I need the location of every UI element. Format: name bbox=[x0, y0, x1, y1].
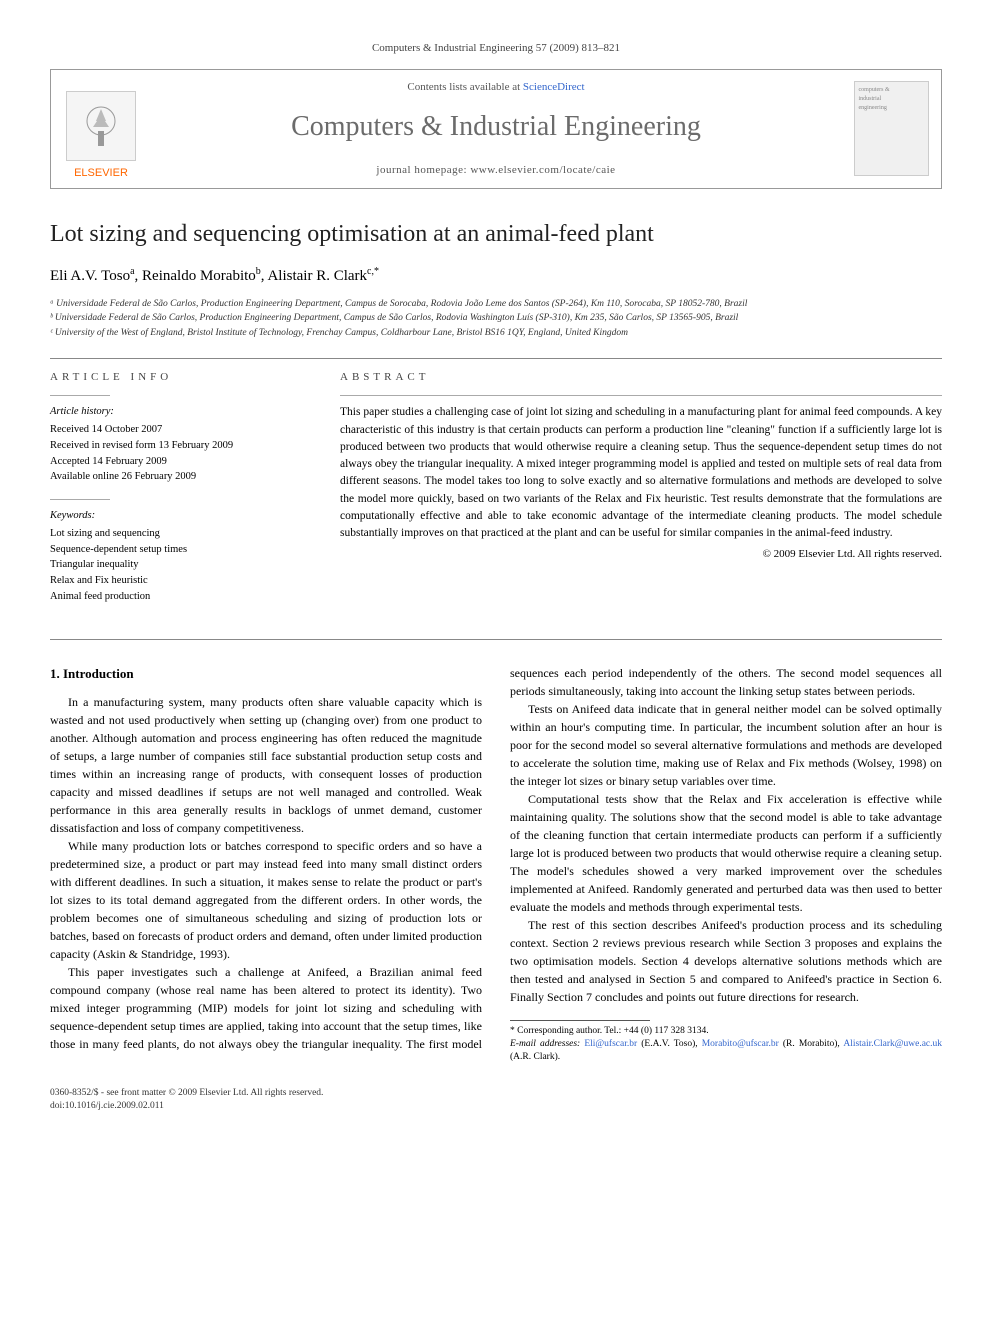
footnote-block: * Corresponding author. Tel.: +44 (0) 11… bbox=[510, 1020, 942, 1065]
divider bbox=[50, 358, 942, 359]
author-3-aff: c,* bbox=[367, 266, 379, 277]
issn-line: 0360-8352/$ - see front matter © 2009 El… bbox=[50, 1087, 942, 1100]
email-link-2[interactable]: Morabito@ufscar.br bbox=[702, 1039, 779, 1049]
corresponding-author: * Corresponding author. Tel.: +44 (0) 11… bbox=[510, 1025, 942, 1038]
keyword-5: Animal feed production bbox=[50, 589, 310, 605]
keyword-4: Relax and Fix heuristic bbox=[50, 573, 310, 589]
contents-line: Contents lists available at ScienceDirec… bbox=[407, 79, 584, 96]
author-1: Eli A.V. Toso bbox=[50, 268, 130, 284]
history-revised: Received in revised form 13 February 200… bbox=[50, 438, 310, 454]
affiliation-a: ᵃ Universidade Federal de São Carlos, Pr… bbox=[50, 297, 942, 311]
keyword-1: Lot sizing and sequencing bbox=[50, 526, 310, 542]
history-online: Available online 26 February 2009 bbox=[50, 469, 310, 485]
keywords-label: Keywords: bbox=[50, 508, 310, 524]
affiliation-c: ᶜ University of the West of England, Bri… bbox=[50, 326, 942, 340]
para-5: Computational tests show that the Relax … bbox=[510, 790, 942, 916]
affiliations: ᵃ Universidade Federal de São Carlos, Pr… bbox=[50, 297, 942, 340]
keyword-2: Sequence-dependent setup times bbox=[50, 542, 310, 558]
keyword-3: Triangular inequality bbox=[50, 557, 310, 573]
footer-meta: 0360-8352/$ - see front matter © 2009 El… bbox=[50, 1087, 942, 1114]
para-2: While many production lots or batches co… bbox=[50, 837, 482, 963]
author-2: Reinaldo Morabito bbox=[142, 268, 256, 284]
email-who-2: (R. Morabito) bbox=[783, 1039, 837, 1049]
banner-center: Contents lists available at ScienceDirec… bbox=[151, 70, 841, 188]
contents-prefix: Contents lists available at bbox=[407, 81, 522, 93]
divider bbox=[50, 639, 942, 640]
history-received: Received 14 October 2007 bbox=[50, 422, 310, 438]
elsevier-tree-icon bbox=[66, 91, 136, 161]
copyright-line: © 2009 Elsevier Ltd. All rights reserved… bbox=[340, 546, 942, 563]
article-info-label: ARTICLE INFO bbox=[50, 369, 310, 386]
article-history: Article history: Received 14 October 200… bbox=[50, 404, 310, 485]
email-link-1[interactable]: Eli@ufscar.br bbox=[584, 1039, 637, 1049]
publisher-block: ELSEVIER bbox=[51, 70, 151, 188]
email-link-3[interactable]: Alistair.Clark@uwe.ac.uk bbox=[843, 1039, 942, 1049]
body-text: 1. Introduction In a manufacturing syste… bbox=[50, 664, 942, 1065]
journal-name: Computers & Industrial Engineering bbox=[291, 106, 701, 148]
author-1-aff: a bbox=[130, 266, 134, 277]
running-header: Computers & Industrial Engineering 57 (2… bbox=[50, 40, 942, 57]
section-1-heading: 1. Introduction bbox=[50, 664, 482, 684]
journal-cover-icon: computers &industrialengineering bbox=[854, 81, 929, 176]
journal-homepage: journal homepage: www.elsevier.com/locat… bbox=[376, 162, 615, 179]
publisher-label: ELSEVIER bbox=[74, 165, 128, 182]
author-3: Alistair R. Clark bbox=[267, 268, 367, 284]
history-label: Article history: bbox=[50, 404, 310, 420]
para-6: The rest of this section describes Anife… bbox=[510, 916, 942, 1006]
author-2-aff: b bbox=[256, 266, 261, 277]
article-title: Lot sizing and sequencing optimisation a… bbox=[50, 219, 942, 250]
journal-banner: ELSEVIER Contents lists available at Sci… bbox=[50, 69, 942, 189]
email-label: E-mail addresses: bbox=[510, 1039, 580, 1049]
affiliation-b: ᵇ Universidade Federal de São Carlos, Pr… bbox=[50, 311, 942, 325]
micro-divider bbox=[340, 395, 942, 396]
sciencedirect-link[interactable]: ScienceDirect bbox=[523, 81, 585, 93]
abstract-text: This paper studies a challenging case of… bbox=[340, 404, 942, 542]
info-abstract-row: ARTICLE INFO Article history: Received 1… bbox=[50, 369, 942, 619]
email-who-1: (E.A.V. Toso) bbox=[641, 1039, 695, 1049]
history-accepted: Accepted 14 February 2009 bbox=[50, 454, 310, 470]
cover-block: computers &industrialengineering bbox=[841, 70, 941, 188]
email-addresses: E-mail addresses: Eli@ufscar.br (E.A.V. … bbox=[510, 1038, 942, 1065]
abstract-column: ABSTRACT This paper studies a challengin… bbox=[340, 369, 942, 619]
abstract-label: ABSTRACT bbox=[340, 369, 942, 386]
para-4: Tests on Anifeed data indicate that in g… bbox=[510, 700, 942, 790]
footnote-separator bbox=[510, 1020, 650, 1021]
keywords-block: Keywords: Lot sizing and sequencing Sequ… bbox=[50, 508, 310, 605]
micro-divider bbox=[50, 499, 110, 500]
micro-divider bbox=[50, 395, 110, 396]
authors-line: Eli A.V. Tosoa, Reinaldo Morabitob, Alis… bbox=[50, 264, 942, 288]
article-info-column: ARTICLE INFO Article history: Received 1… bbox=[50, 369, 310, 619]
doi-line: doi:10.1016/j.cie.2009.02.011 bbox=[50, 1100, 942, 1113]
para-1: In a manufacturing system, many products… bbox=[50, 693, 482, 837]
email-who-3: (A.R. Clark). bbox=[510, 1052, 560, 1062]
